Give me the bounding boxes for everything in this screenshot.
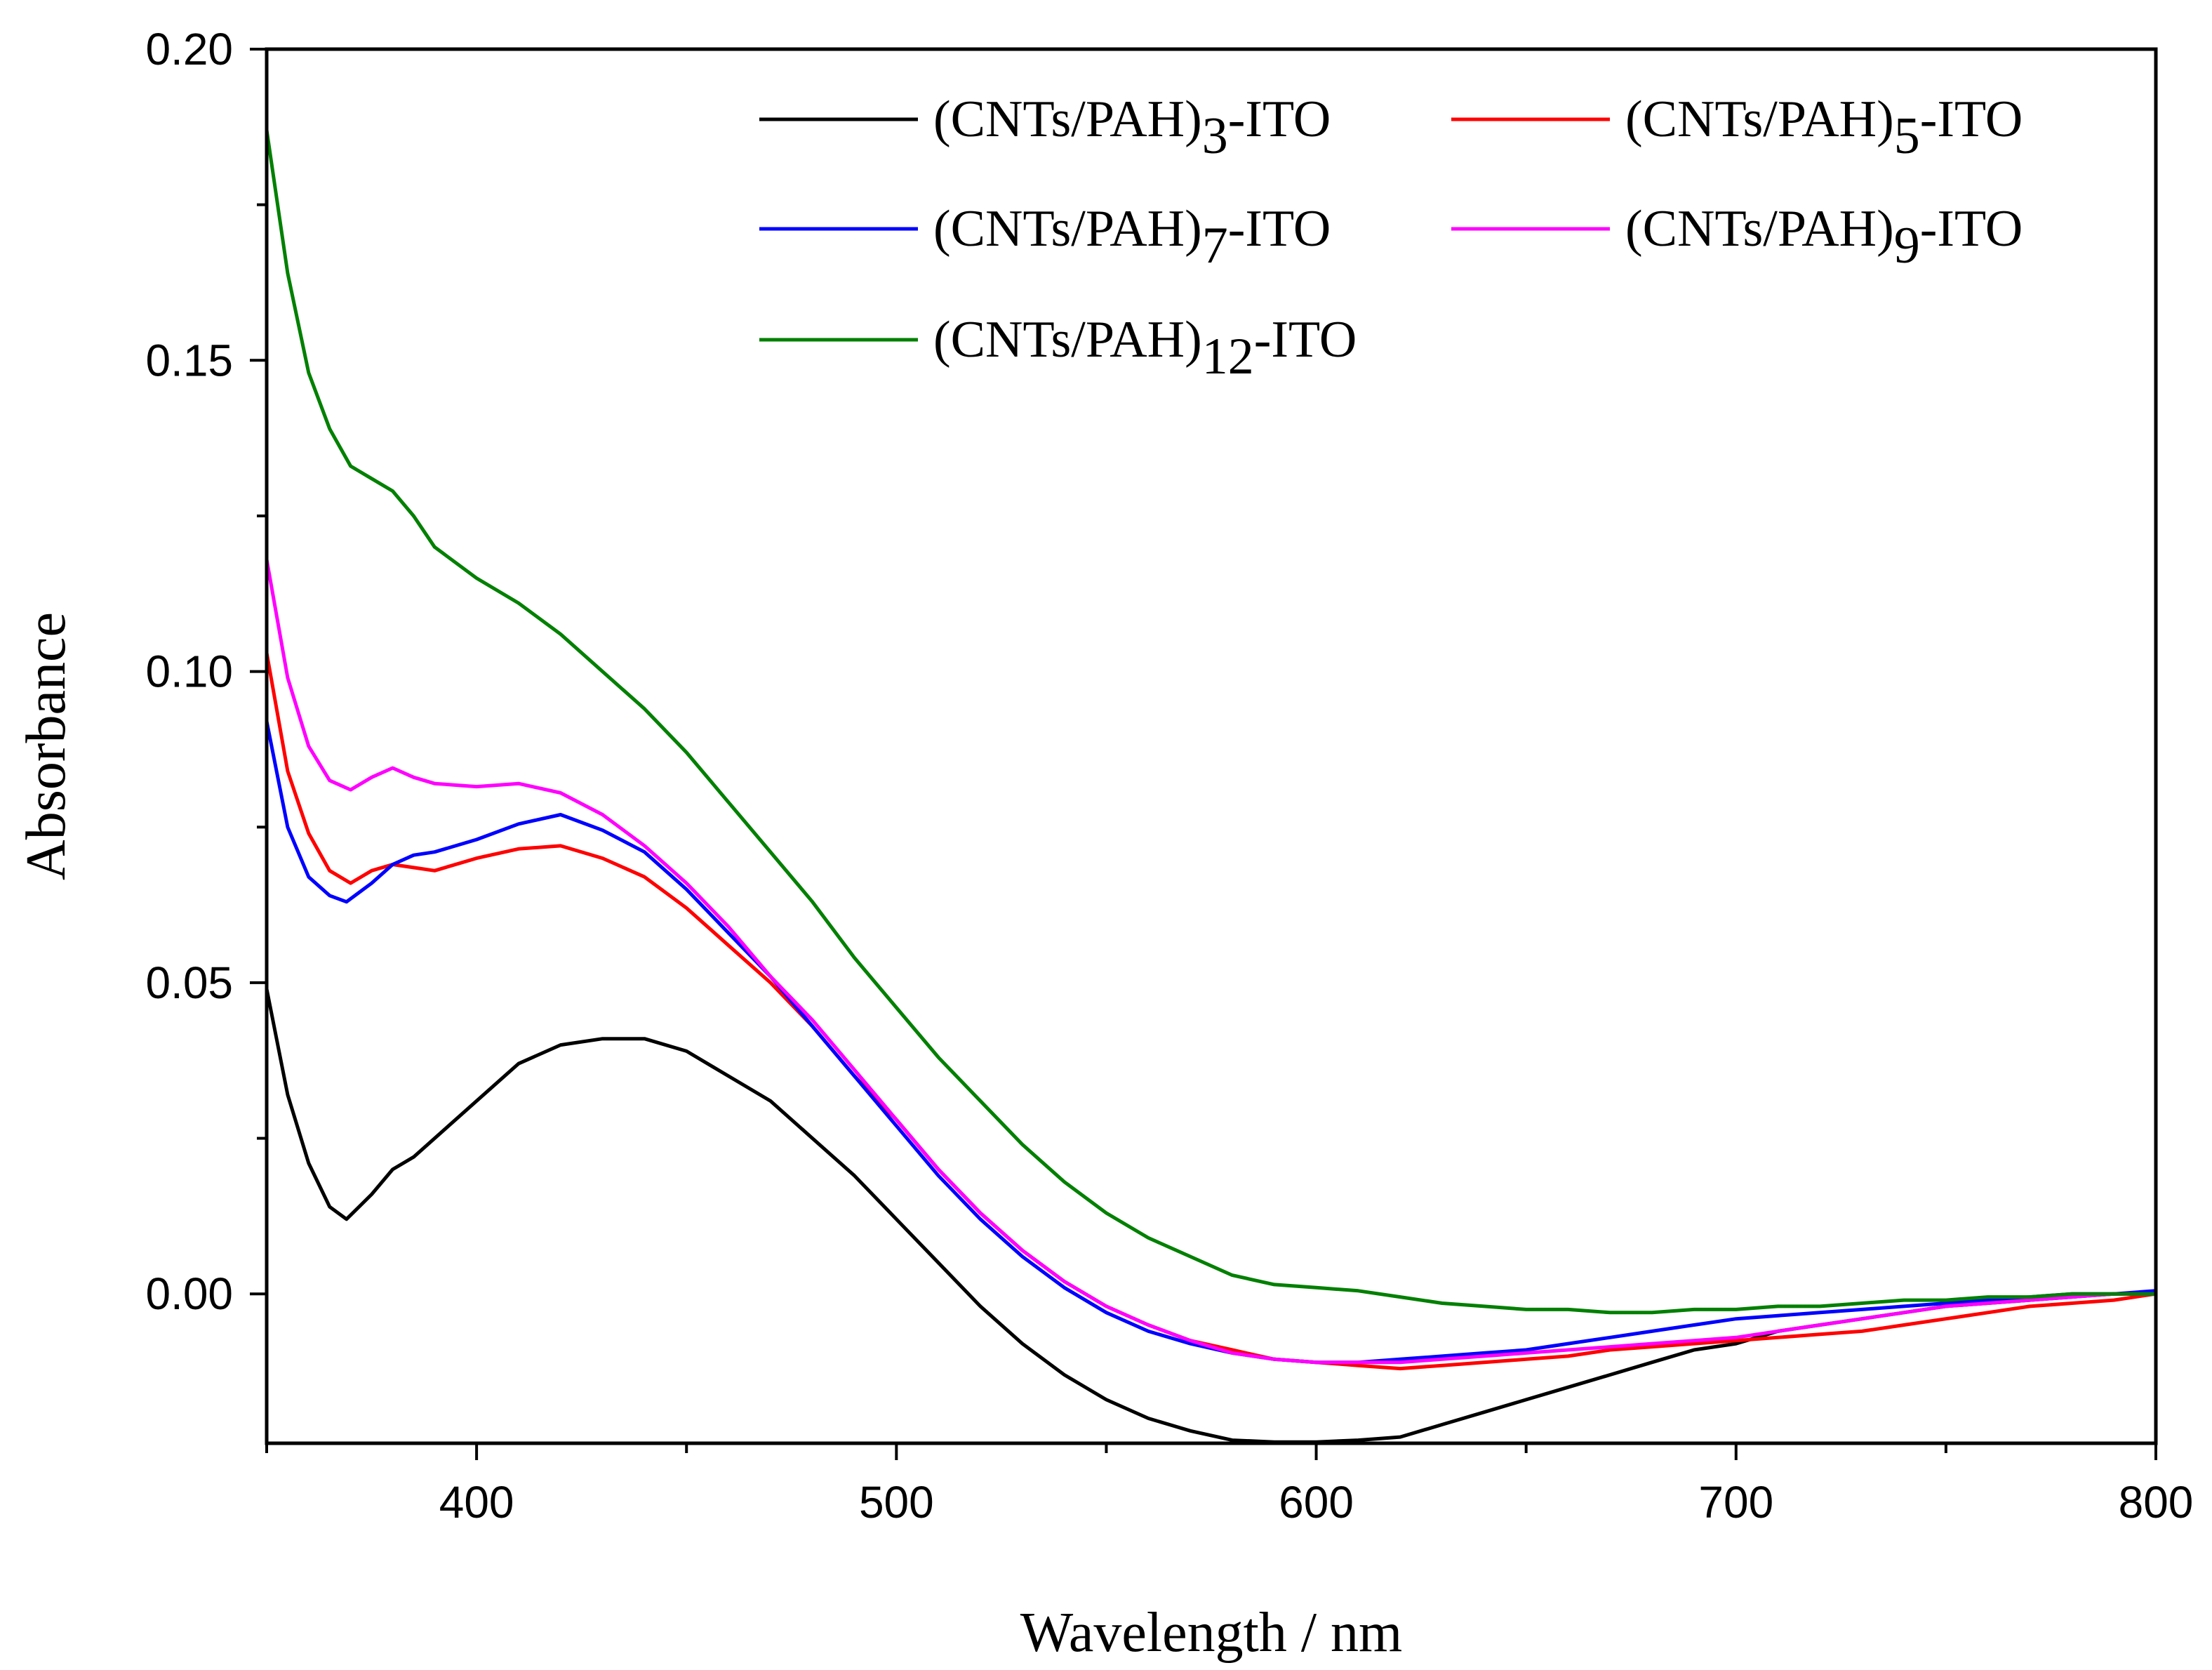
- ticks-layer: 400 500 600 700 800 0.00 0.05 0.10 0.15 0.20: [145, 24, 2193, 1527]
- series-line-5: [265, 128, 2158, 1315]
- plot-frame: [265, 47, 2158, 1445]
- legend: (CNTs/PAH)3-ITO (CNTs/PAH)5-ITO (CNTs/PAH)…: [759, 91, 2023, 385]
- y-tick-label: 0.05: [145, 957, 233, 1008]
- y-tick-label: 0.10: [145, 647, 233, 697]
- legend-label-3: (CNTs/PAH)7-ITO: [933, 200, 1331, 274]
- x-axis-title: Wavelength / nm: [1020, 1602, 1403, 1664]
- x-tick-label: 700: [1698, 1477, 1773, 1527]
- x-tick-label: 500: [859, 1477, 934, 1527]
- legend-label-1: (CNTs/PAH)3-ITO: [933, 91, 1331, 165]
- y-tick-label: 0.15: [145, 335, 233, 385]
- y-tick-label: 0.20: [145, 24, 233, 74]
- series-line-4: [265, 557, 2158, 1365]
- legend-label-5: (CNTs/PAH)12-ITO: [933, 311, 1357, 385]
- series-layer: [265, 128, 2158, 1444]
- legend-label-4: (CNTs/PAH)9-ITO: [1625, 200, 2023, 274]
- legend-label-2: (CNTs/PAH)5-ITO: [1625, 91, 2023, 165]
- y-tick-label: 0.00: [145, 1268, 233, 1319]
- series-line-3: [265, 720, 2158, 1365]
- x-tick-label: 600: [1279, 1477, 1354, 1527]
- x-tick-label: 800: [2119, 1477, 2194, 1527]
- x-tick-label: 400: [439, 1477, 514, 1527]
- y-axis-title: Absorbance: [15, 612, 77, 880]
